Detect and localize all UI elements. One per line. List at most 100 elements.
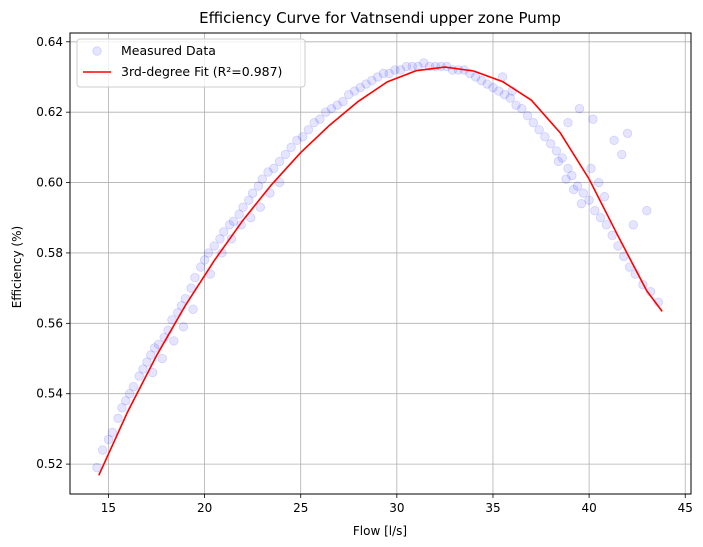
measured-data-point	[470, 72, 481, 82]
measured-data-point	[224, 220, 235, 230]
measured-data-point	[584, 195, 594, 205]
measured-data-point	[244, 195, 254, 205]
measured-data-point	[390, 65, 400, 75]
measured-data-point	[494, 86, 504, 96]
measured-data-point	[169, 336, 179, 346]
measured-data-point	[540, 132, 550, 142]
measured-data-point	[238, 202, 248, 212]
measured-data-point	[178, 322, 189, 332]
measured-data-point	[517, 103, 527, 114]
measured-data-point	[269, 163, 279, 174]
measured-data-point	[561, 174, 571, 184]
measured-data-point	[567, 170, 577, 181]
measured-data-point	[395, 65, 406, 75]
measured-data-point	[228, 216, 239, 226]
measured-data-point	[594, 177, 604, 188]
measured-data-point	[247, 188, 258, 198]
measured-data-point	[257, 174, 267, 184]
measured-data-point	[338, 96, 348, 107]
measured-data-point	[303, 125, 314, 135]
y-tick-label: 0.54	[36, 387, 63, 401]
measured-data-point	[613, 241, 623, 251]
measured-data-point	[574, 103, 585, 114]
measured-data-point	[117, 403, 127, 413]
measured-data-point	[511, 100, 521, 110]
measured-data-point	[292, 135, 302, 146]
measured-data-point	[569, 184, 579, 195]
measured-data-point	[226, 234, 237, 244]
measured-data-point	[407, 61, 417, 72]
measured-data-point	[367, 75, 377, 86]
x-tick-label: 30	[389, 501, 404, 515]
measured-data-point	[590, 206, 600, 216]
measured-data-point	[622, 128, 633, 138]
measured-data-point	[617, 149, 627, 160]
measured-data-point	[572, 181, 583, 191]
measured-data-point	[274, 177, 285, 188]
measured-data-point	[595, 213, 606, 223]
measured-data-point	[134, 371, 144, 381]
measured-data-point	[401, 61, 412, 72]
measured-data-point	[476, 75, 487, 86]
measured-data-point	[642, 206, 652, 216]
measured-data-point	[488, 82, 498, 93]
measured-data-point	[563, 163, 573, 174]
measured-data-point	[234, 209, 244, 219]
legend-scatter-marker	[92, 46, 102, 56]
measured-data-point	[442, 61, 452, 72]
measured-data-point	[215, 234, 225, 244]
measured-data-point	[124, 389, 135, 399]
measured-data-point	[534, 125, 544, 135]
measured-data-point	[297, 132, 308, 142]
measured-data-point	[528, 118, 539, 128]
measured-data-point	[553, 156, 564, 167]
legend-label-measured: Measured Data	[121, 43, 216, 58]
measured-data-point	[522, 110, 533, 121]
fit-line-group	[98, 66, 663, 476]
measured-data-point	[246, 213, 256, 223]
measured-data-point	[332, 100, 342, 110]
legend-label-fit: 3rd-degree Fit (R²=0.987)	[121, 64, 282, 79]
measured-data-point	[315, 114, 325, 124]
measured-data-point	[113, 413, 123, 424]
measured-data-point	[203, 248, 214, 258]
chart-title: Efficiency Curve for Vatnsendi upper zon…	[199, 9, 561, 27]
measured-data-point	[199, 255, 210, 265]
measured-data-point	[103, 434, 114, 445]
scatter-points	[92, 58, 664, 473]
plot-frame	[69, 32, 692, 495]
y-tick-label: 0.52	[36, 457, 63, 471]
measured-data-point	[588, 114, 598, 124]
measured-data-point	[599, 191, 610, 202]
measured-data-point	[557, 153, 567, 163]
measured-data-point	[349, 86, 360, 96]
measured-data-point	[107, 427, 117, 438]
measured-data-point	[157, 353, 167, 364]
y-tick-label: 0.60	[36, 176, 63, 190]
measured-data-point	[138, 364, 148, 374]
x-tick-label: 15	[101, 501, 116, 515]
measured-data-point	[628, 220, 639, 230]
y-axis-ticks: 0.52 0.54 0.56 0.58 0.60 0.62 0.64	[36, 35, 70, 471]
x-axis-ticks: 15 20 25 30 35 40 45	[101, 494, 693, 515]
measured-data-point	[274, 156, 285, 167]
measured-data-point	[190, 272, 200, 283]
measured-data-point	[146, 350, 156, 360]
measured-data-point	[344, 89, 354, 100]
measured-data-point	[576, 198, 587, 209]
measured-data-point	[563, 118, 573, 128]
measured-data-point	[121, 396, 131, 406]
measured-data-point	[372, 72, 383, 82]
y-tick-label: 0.64	[36, 35, 63, 49]
measured-data-point	[142, 357, 152, 367]
x-tick-label: 35	[485, 501, 500, 515]
measured-data-point	[286, 142, 296, 153]
y-axis-title: Efficiency (%)	[10, 226, 24, 308]
measured-data-point	[419, 58, 429, 68]
measured-data-point	[545, 139, 556, 149]
y-tick-label: 0.58	[36, 246, 63, 260]
measured-data-point	[321, 107, 331, 117]
measured-data-point	[167, 315, 177, 325]
